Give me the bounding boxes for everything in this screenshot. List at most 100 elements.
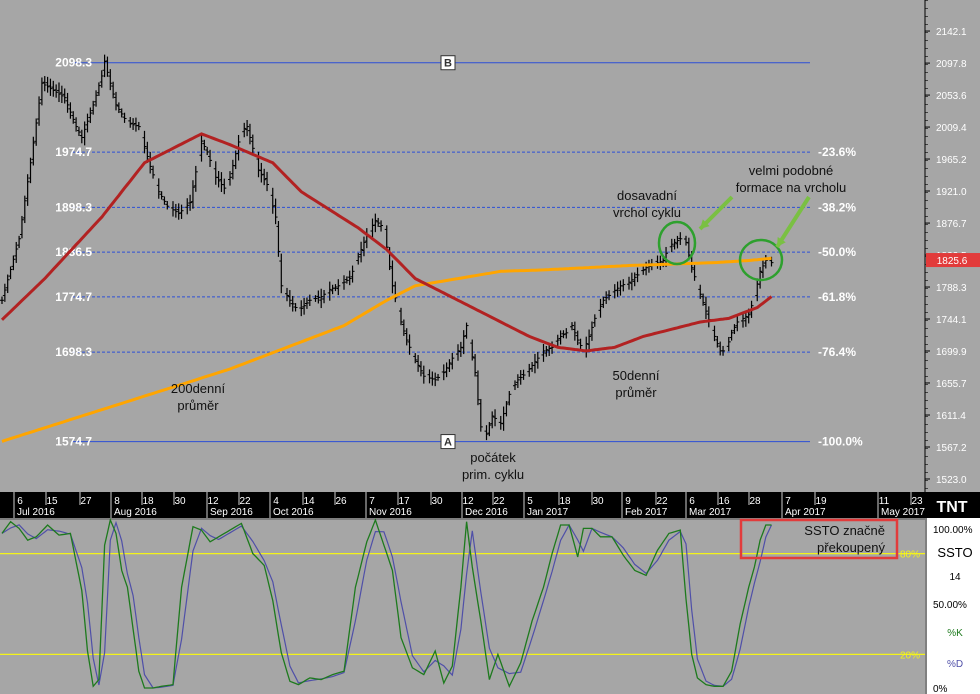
price-tick-label: 2097.8	[936, 59, 967, 70]
x-tick-label: 4	[273, 496, 279, 507]
logo: TNT	[936, 499, 967, 516]
price-tick-label: 2142.1	[936, 27, 967, 38]
fib-label: -61.8%	[818, 290, 856, 304]
osc-axis-label: 50.00%	[933, 600, 967, 611]
x-month-label: Mar 2017	[689, 507, 732, 518]
annotation-200d: 200denní	[171, 381, 226, 396]
x-tick-label: 7	[369, 496, 375, 507]
price-tick-label: 1744.1	[936, 315, 967, 326]
fib-label: -23.6%	[818, 145, 856, 159]
osc-band-label: 80%	[900, 550, 920, 561]
osc-band-label: 20%	[900, 650, 920, 661]
price-tick-label: 1921.0	[936, 187, 967, 198]
x-tick-label: 18	[559, 496, 571, 507]
fib-label: -38.2%	[818, 200, 856, 214]
annotation-cycle-top: vrchol cyklu	[613, 205, 681, 220]
x-tick-label: 14	[303, 496, 315, 507]
x-tick-label: 28	[749, 496, 761, 507]
arrow-shaft	[775, 195, 811, 249]
x-month-label: Jul 2016	[17, 507, 55, 518]
annotation-200d: průměr	[177, 398, 219, 413]
x-tick-label: 9	[625, 496, 631, 507]
osc-period: 14	[949, 572, 961, 583]
price-tick-label: 1611.4	[936, 411, 966, 422]
x-month-label: Apr 2017	[785, 507, 826, 518]
x-tick-label: 23	[911, 496, 923, 507]
level-label: 1574.7	[55, 435, 92, 449]
level-marker-box	[440, 434, 456, 450]
x-tick-label: 30	[174, 496, 186, 507]
x-tick-label: 30	[592, 496, 604, 507]
last-price-label: 1825.6	[937, 256, 968, 267]
x-month-label: Nov 2016	[369, 507, 412, 518]
x-month-label: Aug 2016	[114, 507, 157, 518]
price-tick-label: 1567.2	[936, 443, 967, 454]
x-month-label: Jan 2017	[527, 507, 569, 518]
x-tick-label: 18	[142, 496, 154, 507]
x-tick-label: 22	[239, 496, 251, 507]
x-tick-label: 8	[114, 496, 120, 507]
osc-name: SSTO	[937, 545, 972, 560]
x-tick-label: 27	[80, 496, 92, 507]
price-tick-label: 1965.2	[936, 155, 967, 166]
price-tick-label: 1788.3	[936, 283, 967, 294]
x-month-label: May 2017	[881, 507, 925, 518]
osc-d-line	[1, 520, 773, 689]
arrow-head	[777, 237, 786, 247]
osc-k-label: %K	[947, 628, 963, 639]
x-tick-label: 7	[785, 496, 791, 507]
price-tick-label: 1699.9	[936, 347, 967, 358]
fib-label: -50.0%	[818, 245, 856, 259]
x-tick-label: 16	[718, 496, 730, 507]
x-tick-label: 19	[815, 496, 827, 507]
last-price-box	[926, 253, 980, 268]
x-tick-label: 12	[207, 496, 219, 507]
fib-label: -76.4%	[818, 345, 856, 359]
highlight-circle	[657, 220, 697, 266]
level-label: 1698.3	[55, 345, 92, 359]
x-month-label: Feb 2017	[625, 507, 668, 518]
osc-axis-label: 100.00%	[933, 525, 973, 536]
price-axis-bg	[925, 0, 980, 492]
annotation-similar-top: formace na vrcholu	[736, 180, 847, 195]
sma50-line	[0, 132, 773, 353]
annotation-cycle-top: dosavadní	[617, 188, 677, 203]
x-tick-label: 22	[493, 496, 505, 507]
x-tick-label: 11	[879, 496, 890, 507]
osc-axis-bg	[925, 518, 980, 694]
level-label: 2098.3	[55, 56, 92, 70]
x-tick-label: 6	[17, 496, 23, 507]
osc-k-line	[1, 517, 772, 689]
annotation-similar-top: velmi podobné	[749, 163, 834, 178]
annotation-50d: průměr	[615, 385, 657, 400]
ssto-callout-box	[739, 518, 899, 560]
annotation-cycle-start: počátek	[470, 450, 516, 465]
logo-bg	[925, 492, 980, 518]
sma200-line	[1, 256, 772, 443]
annotation-ssto: SSTO značně	[804, 523, 885, 538]
level-marker: A	[444, 437, 452, 449]
x-month-label: Sep 2016	[210, 507, 253, 518]
x-tick-label: 5	[527, 496, 533, 507]
x-tick-label: 6	[689, 496, 695, 507]
osc-d-label: %D	[947, 659, 963, 670]
x-tick-label: 30	[431, 496, 443, 507]
fib-label: -100.0%	[818, 435, 863, 449]
x-tick-label: 17	[398, 496, 410, 507]
annotation-cycle-start: prim. cyklu	[462, 467, 524, 482]
x-month-label: Dec 2016	[465, 507, 508, 518]
annotation-ssto: překoupený	[817, 540, 885, 555]
x-tick-label: 12	[462, 496, 474, 507]
level-label: 1774.7	[55, 290, 92, 304]
x-month-label: Oct 2016	[273, 507, 314, 518]
arrow-head	[700, 219, 710, 229]
annotation-50d: 50denní	[613, 368, 660, 383]
price-tick-label: 1655.7	[936, 379, 967, 390]
osc-axis-label: 0%	[933, 684, 948, 694]
price-tick-label: 2053.6	[936, 91, 967, 102]
x-tick-label: 26	[335, 496, 347, 507]
level-marker-box	[440, 55, 456, 71]
price-tick-label: 1523.0	[936, 475, 967, 486]
